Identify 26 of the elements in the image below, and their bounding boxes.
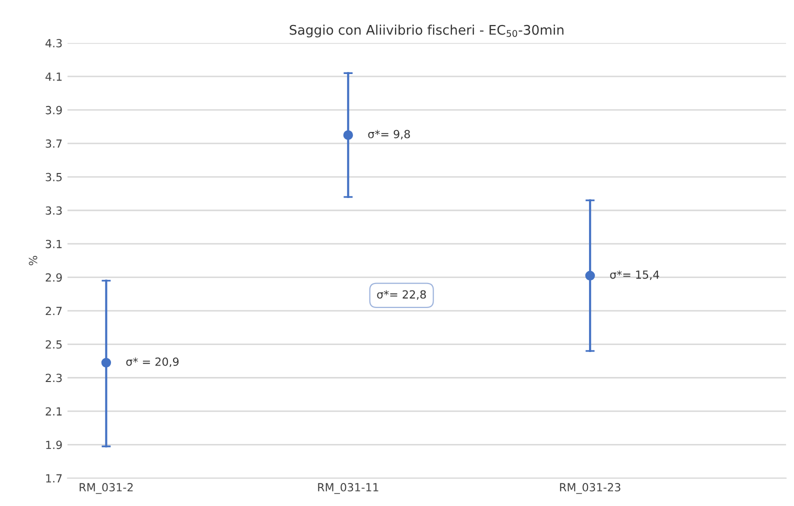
y-tick-label: 2.7 (46, 306, 62, 316)
y-tick-label: 3.9 (46, 106, 62, 114)
y-tick-label: 2.3 (46, 374, 62, 382)
y-axis-title: % (28, 256, 38, 266)
x-tick-label: RM_031-2 (80, 483, 133, 494)
y-tick-label: 2.5 (46, 340, 62, 349)
y-tick-label: 1.9 (46, 440, 62, 450)
point (585, 270, 595, 281)
annotation: σ* = 20,9 (126, 358, 179, 368)
x-tick-label: RM_031-11 (318, 483, 378, 494)
chart-title: Saggio con Aliivibrio fischeri - EC$_{50}$-30min (290, 24, 564, 38)
point (343, 130, 354, 140)
y-tick-label: 3.7 (46, 139, 62, 148)
point (101, 358, 112, 368)
y-tick-label: 2.1 (46, 407, 62, 416)
annotation: σ*= 22,8 (377, 290, 426, 300)
y-tick-label: 2.9 (46, 273, 62, 282)
y-tick-label: 4.1 (46, 72, 62, 81)
y-tick-label: 3.3 (46, 206, 62, 215)
x-tick-label: RM_031-23 (560, 483, 620, 494)
y-tick-label: 1.7 (46, 474, 62, 482)
annotation: σ*= 9,8 (368, 130, 410, 140)
y-tick-label: 3.5 (46, 172, 62, 182)
y-tick-label: 3.1 (46, 240, 62, 248)
annotation: σ*= 15,4 (610, 270, 660, 280)
y-tick-label: 4.3 (46, 38, 62, 48)
